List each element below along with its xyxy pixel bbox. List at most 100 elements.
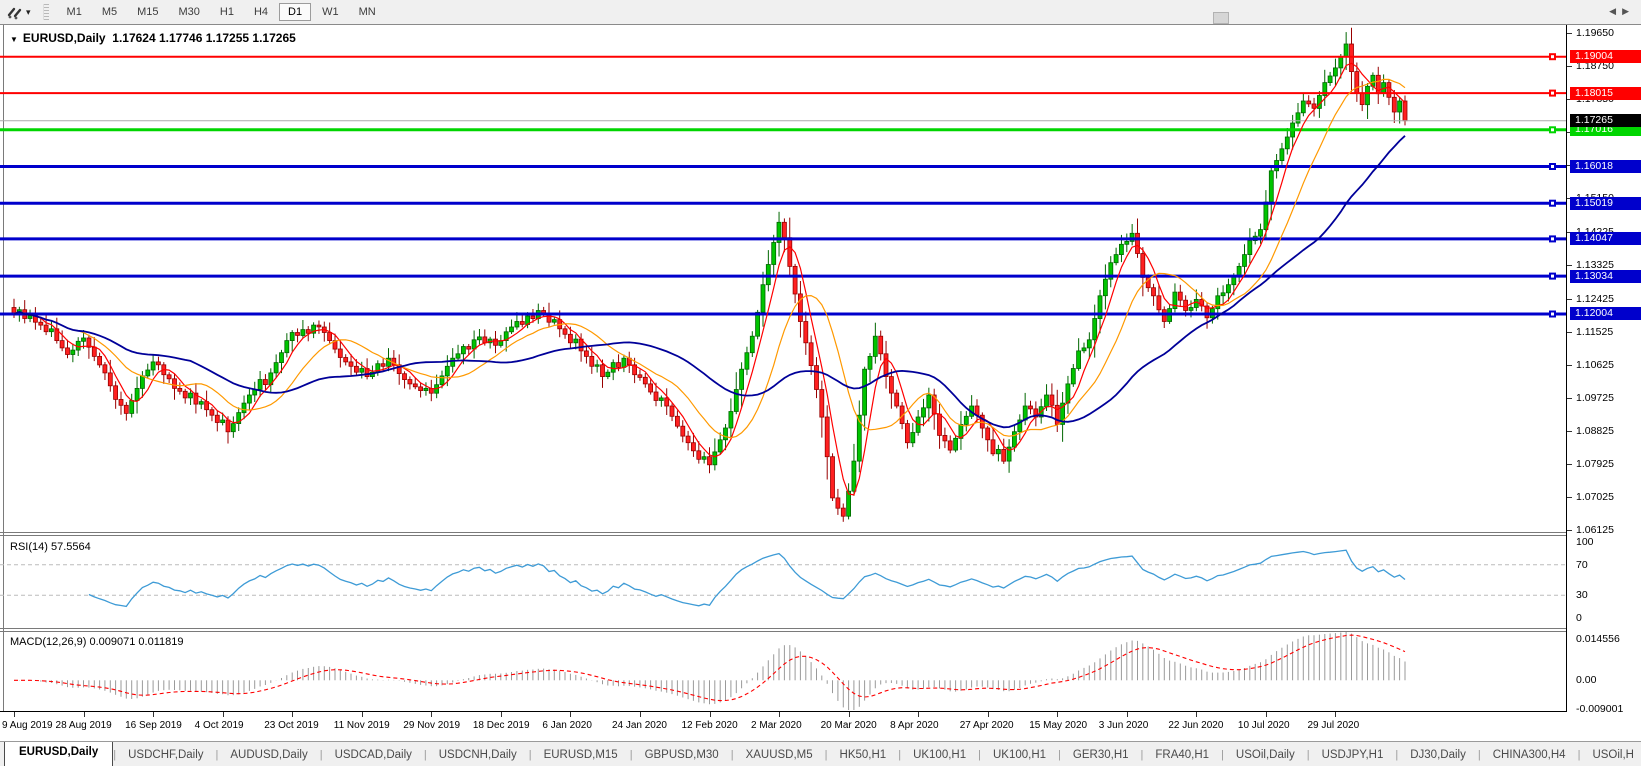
chart-tab-EURUSD-M15[interactable]: EURUSD,M15 [543,748,618,761]
time-tick [1265,712,1267,717]
timeframe-button-M15[interactable]: M15 [137,6,159,18]
macd-values: 0.009071 0.011819 [89,636,184,648]
tab-separator: | [1221,748,1224,761]
time-label: 27 Apr 2020 [959,720,1014,731]
timeframe-button-H4[interactable]: H4 [253,6,269,18]
time-label: 9 Aug 2019 [2,720,53,731]
timeframe-button-H1[interactable]: H1 [219,6,234,18]
timeframe-button-M1[interactable]: M1 [66,6,82,18]
chart-tab-bar: EURUSD,Daily | USDCHF,Daily | AUDUSD,Daily | U… [0,741,1641,766]
time-tick [779,712,781,717]
chart-tools-icon[interactable] [4,3,26,21]
macd-axis-label: 0.00 [1576,674,1597,687]
time-tick [14,712,15,717]
rsi-pane-canvas[interactable] [0,536,1566,628]
tab-separator: | [1058,748,1061,761]
price-tick [1567,364,1572,366]
chart-tab-XAUUSD-M5[interactable]: XAUUSD,M5 [745,748,813,761]
chart-tab-USDCHF-Daily[interactable]: USDCHF,Daily [128,748,204,761]
chart-tab-USOil-H[interactable]: USOil,H [1592,748,1634,761]
price-tick-label: 1.13325 [1576,259,1614,272]
price-tick [1567,99,1572,101]
price-tick-label: 1.19650 [1576,27,1614,39]
chart-tab-DJ30-Daily[interactable]: DJ30,Daily [1410,748,1466,761]
price-tick-label: 1.08825 [1576,424,1614,437]
chart-tab-UK100-H1[interactable]: UK100,H1 [913,748,967,761]
pane-separator-2b[interactable] [0,631,1641,632]
chart-frame-top [0,24,1641,25]
price-axis-border [1566,25,1567,712]
price-tick [1567,397,1572,399]
chart-tab-EURUSD-Daily[interactable]: EURUSD,Daily [4,742,114,766]
tab-scroll-arrows[interactable]: ◀▶ [1609,6,1635,17]
macd-pane-canvas[interactable] [0,631,1566,711]
time-label: 11 Nov 2019 [333,720,390,731]
price-line-badge: 1.12004 [1570,307,1641,321]
time-tick [1196,712,1198,717]
current-price-badge: 1.17265 [1570,114,1641,128]
price-axis[interactable]: 1.196501.187501.178501.169501.160501.151… [1567,25,1641,715]
time-label: 16 Sep 2019 [125,720,182,731]
toolbar-overflow-chip[interactable] [1213,12,1229,24]
pane-separator-2a [0,628,1641,629]
dropdown-caret-icon[interactable]: ▾ [26,6,31,17]
chart-tab-HK50-H1[interactable]: HK50,H1 [839,748,887,761]
time-label: 15 May 2020 [1029,720,1088,731]
price-line-badge: 1.14047 [1570,232,1641,246]
time-tick [1126,712,1128,717]
price-tick [1567,331,1572,333]
chart-tab-AUDUSD-Daily[interactable]: AUDUSD,Daily [230,748,308,761]
price-tick-label: 1.06125 [1576,524,1614,536]
time-tick [500,712,502,717]
time-label: 22 Jun 2020 [1168,720,1224,731]
time-axis[interactable]: 9 Aug 2019 28 Aug 2019 16 Sep 2019 4 Oct 20… [0,712,1566,741]
rsi-axis-label: 70 [1576,558,1588,571]
chart-menu-icon[interactable]: ▼ [10,35,18,44]
tab-scroll-right-icon[interactable]: ▶ [1622,6,1635,16]
tab-separator: | [1477,748,1481,761]
chart-tab-USDCAD-Daily[interactable]: USDCAD,Daily [334,748,412,761]
time-label: 29 Nov 2019 [403,720,461,731]
price-line-badge: 1.18015 [1570,86,1641,100]
chart-tab-USDCNH-Daily[interactable]: USDCNH,Daily [438,748,517,761]
timeframe-button-M5[interactable]: M5 [101,6,118,18]
rsi-label: RSI(14) 57.5564 [10,541,91,553]
time-label: 8 Apr 2020 [890,720,939,731]
rsi-name: RSI(14) [10,541,48,553]
timeframe-button-W1[interactable]: W1 [322,6,339,18]
tab-scroll-left-icon[interactable]: ◀ [1609,6,1623,16]
chart-tab-GBPUSD-M30[interactable]: GBPUSD,M30 [644,748,719,761]
chart-tab-USOil-Daily[interactable]: USOil,Daily [1235,748,1295,761]
tab-separator: | [528,748,532,761]
pane-separator-1b[interactable] [0,535,1641,536]
time-tick [709,712,711,717]
time-tick [570,712,572,717]
timeframe-button-MN[interactable]: MN [358,6,376,18]
time-tick [431,712,433,717]
chart-tab-FRA40-H1[interactable]: FRA40,H1 [1155,748,1210,761]
time-tick [83,712,85,717]
chart-quote: 1.17624 1.17746 1.17255 1.17265 [112,31,296,45]
macd-axis-label: 0.014556 [1576,633,1620,645]
chart-tab-USDJPY-H1[interactable]: USDJPY,H1 [1321,748,1384,761]
chart-tab-CHINA300-H4[interactable]: CHINA300,H4 [1492,748,1566,761]
chart-tab-UK100-H1[interactable]: UK100,H1 [992,748,1047,761]
price-chart-canvas[interactable] [0,25,1566,532]
tab-separator: | [898,748,902,761]
rsi-axis-label: 100 [1576,536,1594,548]
chart-tab-GER30-H1[interactable]: GER30,H1 [1072,748,1129,761]
timeframe-button-M30[interactable]: M30 [178,6,200,18]
time-label: 2 Mar 2020 [751,720,802,731]
price-tick [1567,530,1572,531]
price-tick-label: 1.07925 [1576,457,1614,470]
timeframe-button-D1[interactable]: D1 [279,3,312,21]
price-line-badge: 1.19004 [1570,50,1641,64]
time-tick [292,712,294,717]
time-tick [1057,712,1059,717]
price-tick-label: 1.12425 [1576,292,1614,305]
price-tick [1567,132,1572,134]
tab-separator: | [319,748,323,761]
price-tick [1567,33,1572,34]
time-label: 23 Oct 2019 [264,720,319,731]
